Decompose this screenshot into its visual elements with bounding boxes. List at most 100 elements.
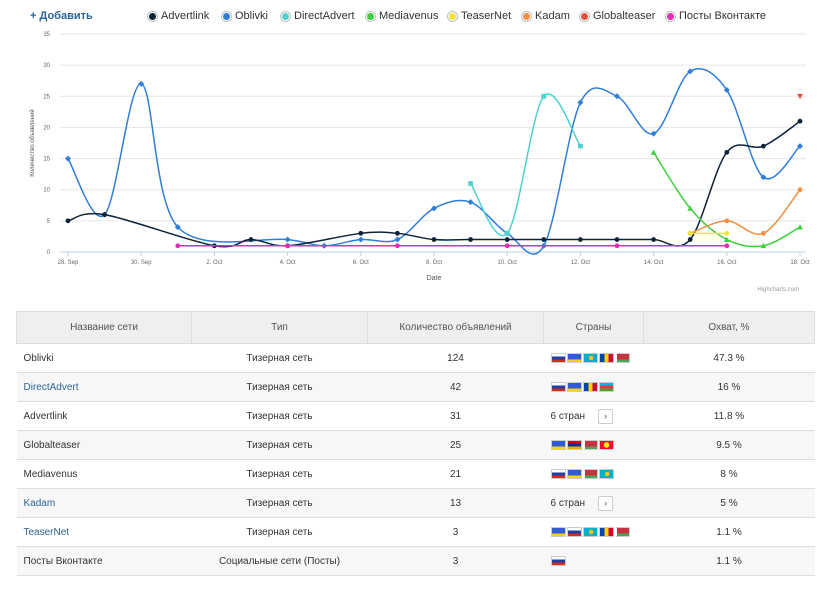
table-header-row: Название сети Тип Количество объявлений …: [16, 311, 815, 344]
cell-countries: [543, 372, 644, 402]
legend-item-globalteaser[interactable]: Globalteaser: [580, 10, 655, 22]
data-point-oblivki: [431, 205, 437, 212]
table-row: Посты Вконтакте Социальные сети (Посты) 3 1…: [16, 546, 815, 576]
flag-ua-icon: [550, 440, 566, 450]
cell-network-name: Посты Вконтакте: [16, 546, 192, 576]
legend-label: Kadam: [535, 10, 570, 22]
legend-item-oblivki[interactable]: Oblivki: [222, 10, 268, 22]
cell-type: Тизерная сеть: [191, 459, 368, 489]
highcharts-credit[interactable]: Highcharts.com: [757, 287, 799, 293]
country-flags: [550, 527, 644, 537]
legend-item-directadvert[interactable]: DirectAdvert: [281, 10, 355, 22]
header-countries[interactable]: Страны: [543, 311, 644, 344]
data-point-advertlink: [651, 237, 656, 242]
network-name-link[interactable]: DirectAdvert: [23, 381, 79, 393]
y-tick-label: 35: [43, 32, 50, 38]
flag-ua-icon: [566, 382, 582, 392]
legend-item-mediavenus[interactable]: Mediavenus: [366, 10, 438, 22]
data-point-advertlink: [468, 237, 473, 242]
cell-network-name: TeaserNet: [16, 517, 192, 547]
legend-item-advertlink[interactable]: Advertlink: [148, 10, 209, 22]
data-point-mediavenus: [723, 236, 730, 242]
data-point-посты-вконтакте: [504, 243, 510, 249]
data-point-directadvert: [468, 181, 473, 186]
data-point-advertlink: [687, 237, 693, 242]
x-tick-label: 2. Oct: [206, 260, 222, 266]
flag-kz-icon: [582, 353, 598, 363]
flag-ru-icon: [550, 469, 566, 479]
data-point-посты-вконтакте: [285, 243, 290, 249]
cell-countries: [543, 459, 644, 489]
data-point-directadvert: [504, 230, 510, 236]
cell-ad-count: 25: [367, 430, 544, 460]
y-tick-label: 30: [43, 63, 50, 69]
cell-network-name: Mediavenus: [16, 459, 192, 489]
x-tick-label: 28. Sep: [58, 260, 79, 266]
cell-type: Тизерная сеть: [191, 488, 368, 518]
data-point-oblivki: [138, 80, 145, 87]
data-point-oblivki: [467, 199, 474, 206]
expand-countries-button[interactable]: ›: [598, 495, 614, 511]
flag-md-icon: [582, 382, 598, 392]
network-name-link[interactable]: Kadam: [23, 497, 56, 509]
flag-kz-icon: [598, 469, 614, 479]
data-point-advertlink: [431, 237, 437, 242]
data-point-oblivki: [760, 174, 767, 181]
x-tick-label: 4. Oct: [280, 260, 296, 266]
cell-ad-count: 124: [367, 343, 544, 373]
x-tick-label: 16. Oct: [717, 260, 737, 266]
y-tick-label: 15: [43, 157, 50, 163]
data-point-oblivki: [65, 155, 71, 162]
legend-item-teasernet[interactable]: TeaserNet: [448, 10, 511, 22]
legend-item-kadam[interactable]: Kadam: [522, 10, 570, 22]
legend-label: DirectAdvert: [294, 10, 355, 22]
legend-label: Mediavenus: [379, 10, 439, 22]
legend-marker-icon: [222, 11, 231, 21]
x-tick-label: 30. Sep: [131, 260, 152, 266]
header-type[interactable]: Тип: [191, 311, 368, 344]
cell-reach: 9.5 %: [643, 430, 815, 460]
data-point-mediavenus: [797, 224, 803, 230]
data-point-globalteaser: [797, 93, 803, 100]
data-point-advertlink: [578, 237, 583, 242]
legend-marker-icon: [522, 11, 531, 21]
flag-ru-icon: [566, 527, 582, 537]
flag-ru-icon: [550, 382, 566, 392]
network-name-link[interactable]: TeaserNet: [23, 526, 70, 538]
legend-marker-icon: [666, 11, 675, 21]
country-flags: [550, 440, 644, 450]
flag-ua-icon: [550, 527, 566, 537]
expand-countries-button[interactable]: ›: [598, 408, 614, 424]
flag-az-icon: [598, 382, 614, 392]
series-line-directadvert: [469, 93, 582, 237]
flag-kz-icon: [582, 527, 598, 537]
data-point-teasernet: [724, 230, 730, 236]
header-ad-count[interactable]: Количество объявлений: [367, 311, 544, 344]
cell-network-name: DirectAdvert: [16, 372, 192, 402]
x-tick-label: 12. Oct: [571, 260, 591, 266]
data-point-advertlink: [102, 212, 107, 218]
series-line-oblivki: [67, 68, 801, 255]
legend-label: Посты Вконтакте: [679, 10, 766, 22]
countries-summary: 6 стран ›: [551, 495, 644, 511]
cell-ad-count: 31: [367, 401, 544, 431]
data-point-oblivki: [614, 93, 620, 100]
networks-table: Название сети Тип Количество объявлений …: [16, 311, 815, 576]
data-point-oblivki: [284, 236, 291, 243]
cell-ad-count: 3: [367, 546, 544, 576]
header-reach[interactable]: Охват, %: [643, 311, 815, 344]
data-point-oblivki: [174, 224, 181, 231]
legend-item-посты-вконтакте[interactable]: Посты Вконтакте: [666, 10, 766, 22]
legend-label: TeaserNet: [461, 10, 512, 22]
header-network-name[interactable]: Название сети: [16, 311, 192, 344]
data-point-directadvert: [578, 143, 583, 149]
cell-countries: [543, 430, 644, 460]
cell-countries: [543, 343, 644, 373]
cell-reach: 1.1 %: [643, 546, 815, 576]
cell-type: Тизерная сеть: [191, 343, 368, 373]
x-axis-title: Date: [427, 275, 442, 282]
cell-network-name: Globalteaser: [16, 430, 192, 460]
table-row: Oblivki Тизерная сеть 124 47.3 %: [16, 343, 815, 373]
legend-label: Globalteaser: [593, 10, 656, 22]
add-button[interactable]: + Добавить: [30, 10, 93, 22]
